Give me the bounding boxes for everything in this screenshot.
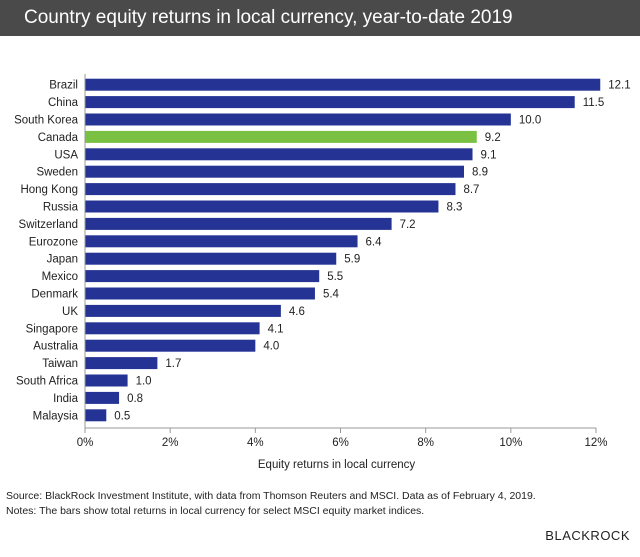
category-label-taiwan: Taiwan — [42, 358, 78, 370]
bar-usa — [85, 148, 473, 161]
value-label-mexico: 5.5 — [327, 271, 343, 283]
category-label-south-africa: South Africa — [16, 376, 79, 388]
bar-china — [85, 96, 575, 109]
bar-south-africa — [85, 374, 128, 387]
value-label-singapore: 4.1 — [268, 323, 284, 335]
value-label-south-korea: 10.0 — [519, 115, 541, 127]
bar-india — [85, 391, 120, 404]
bar-switzerland — [85, 217, 392, 230]
blackrock-logo: BLACKROCK — [545, 528, 630, 543]
category-label-brazil: Brazil — [49, 80, 78, 92]
value-label-brazil: 12.1 — [608, 80, 630, 92]
x-tick-label: 2% — [162, 437, 179, 449]
value-label-eurozone: 6.4 — [366, 236, 383, 248]
category-label-canada: Canada — [38, 132, 79, 144]
category-label-japan: Japan — [47, 254, 78, 266]
bar-taiwan — [85, 357, 158, 370]
bar-eurozone — [85, 235, 358, 248]
category-label-switzerland: Switzerland — [19, 219, 78, 231]
bar-canada — [85, 130, 477, 143]
notes-line: Notes: The bars show total returns in lo… — [6, 505, 425, 517]
x-tick-label: 12% — [584, 437, 607, 449]
category-label-russia: Russia — [43, 202, 79, 214]
title-bar: Country equity returns in local currency… — [0, 0, 640, 36]
value-label-japan: 5.9 — [344, 254, 360, 266]
x-axis-title: Equity returns in local currency — [258, 459, 415, 471]
value-label-taiwan: 1.7 — [165, 358, 181, 370]
value-label-russia: 8.3 — [446, 202, 462, 214]
value-label-canada: 9.2 — [485, 132, 501, 144]
category-label-malaysia: Malaysia — [33, 410, 79, 422]
category-label-eurozone: Eurozone — [29, 236, 78, 248]
value-label-malaysia: 0.5 — [114, 410, 130, 422]
value-label-hong-kong: 8.7 — [463, 184, 479, 196]
category-label-singapore: Singapore — [26, 323, 78, 335]
category-label-uk: UK — [62, 306, 78, 318]
value-label-uk: 4.6 — [289, 306, 305, 318]
value-label-china: 11.5 — [583, 97, 605, 109]
bar-mexico — [85, 270, 320, 283]
category-label-south-korea: South Korea — [14, 115, 79, 127]
bar-russia — [85, 200, 439, 213]
bar-australia — [85, 339, 256, 352]
x-tick-label: 0% — [77, 437, 94, 449]
category-label-sweden: Sweden — [36, 167, 78, 179]
source-note: Source: BlackRock Investment Institute, … — [6, 489, 636, 519]
bar-brazil — [85, 78, 601, 91]
value-label-south-africa: 1.0 — [136, 376, 152, 388]
x-tick-label: 4% — [247, 437, 264, 449]
bar-denmark — [85, 287, 315, 300]
bar-chart: Brazil 12.1 China 11.5 South Korea 10.0 Canada… — [14, 74, 631, 471]
category-label-australia: Australia — [33, 341, 78, 353]
value-label-sweden: 8.9 — [472, 167, 488, 179]
x-tick-label: 6% — [332, 437, 349, 449]
category-label-hong-kong: Hong Kong — [20, 184, 78, 196]
bar-malaysia — [85, 409, 107, 422]
bar-japan — [85, 252, 337, 265]
bar-south-korea — [85, 113, 511, 126]
bar-singapore — [85, 322, 260, 335]
category-label-denmark: Denmark — [31, 289, 78, 301]
value-label-india: 0.8 — [127, 393, 143, 405]
value-label-switzerland: 7.2 — [400, 219, 416, 231]
x-tick-label: 8% — [417, 437, 434, 449]
category-label-india: India — [53, 393, 79, 405]
category-label-usa: USA — [54, 149, 78, 161]
value-label-denmark: 5.4 — [323, 289, 340, 301]
bar-sweden — [85, 165, 464, 178]
source-line: Source: BlackRock Investment Institute, … — [6, 490, 536, 502]
bar-uk — [85, 304, 281, 317]
chart-title: Country equity returns in local currency… — [24, 7, 513, 28]
value-label-usa: 9.1 — [481, 149, 497, 161]
value-label-australia: 4.0 — [263, 341, 279, 353]
category-label-china: China — [48, 97, 79, 109]
x-tick-label: 10% — [499, 437, 522, 449]
bar-hong-kong — [85, 183, 456, 196]
category-label-mexico: Mexico — [42, 271, 78, 283]
